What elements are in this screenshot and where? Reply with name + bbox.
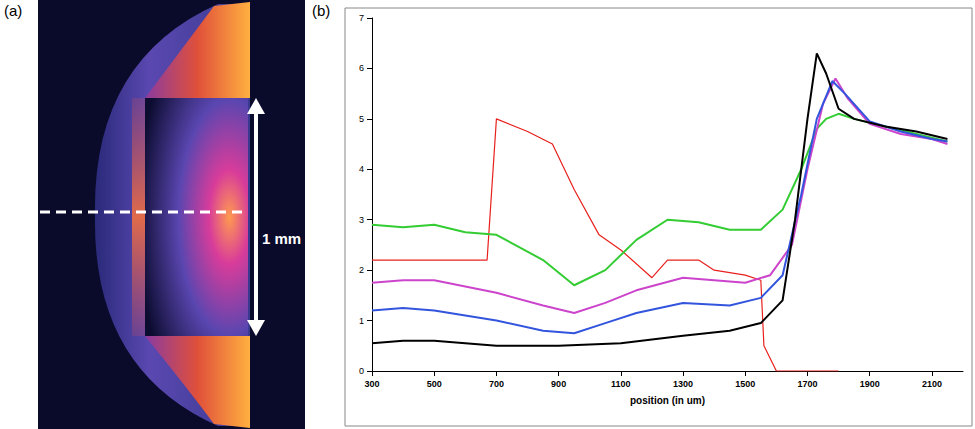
svg-text:6: 6: [359, 63, 364, 73]
svg-text:7: 7: [359, 13, 364, 23]
svg-text:1: 1: [359, 316, 364, 326]
svg-text:1300: 1300: [673, 379, 693, 389]
svg-text:1900: 1900: [860, 379, 880, 389]
svg-text:0: 0: [359, 366, 364, 376]
html-text:(b): (b): [312, 2, 331, 19]
html-text:(a): (a): [4, 2, 23, 19]
svg-text:position (in um): position (in um): [630, 395, 705, 406]
svg-text:2: 2: [359, 265, 364, 275]
svg-text:900: 900: [551, 379, 566, 389]
svg-text:1100: 1100: [611, 379, 631, 389]
svg-text:2100: 2100: [922, 379, 942, 389]
svg-text:1700: 1700: [797, 379, 817, 389]
svg-text:500: 500: [427, 379, 442, 389]
svg-text:300: 300: [364, 379, 379, 389]
svg-text:5: 5: [359, 114, 364, 124]
svg-text:1 mm: 1 mm: [262, 230, 301, 247]
svg-text:1500: 1500: [735, 379, 755, 389]
svg-text:700: 700: [489, 379, 504, 389]
svg-text:4: 4: [359, 164, 364, 174]
svg-text:3: 3: [359, 215, 364, 225]
